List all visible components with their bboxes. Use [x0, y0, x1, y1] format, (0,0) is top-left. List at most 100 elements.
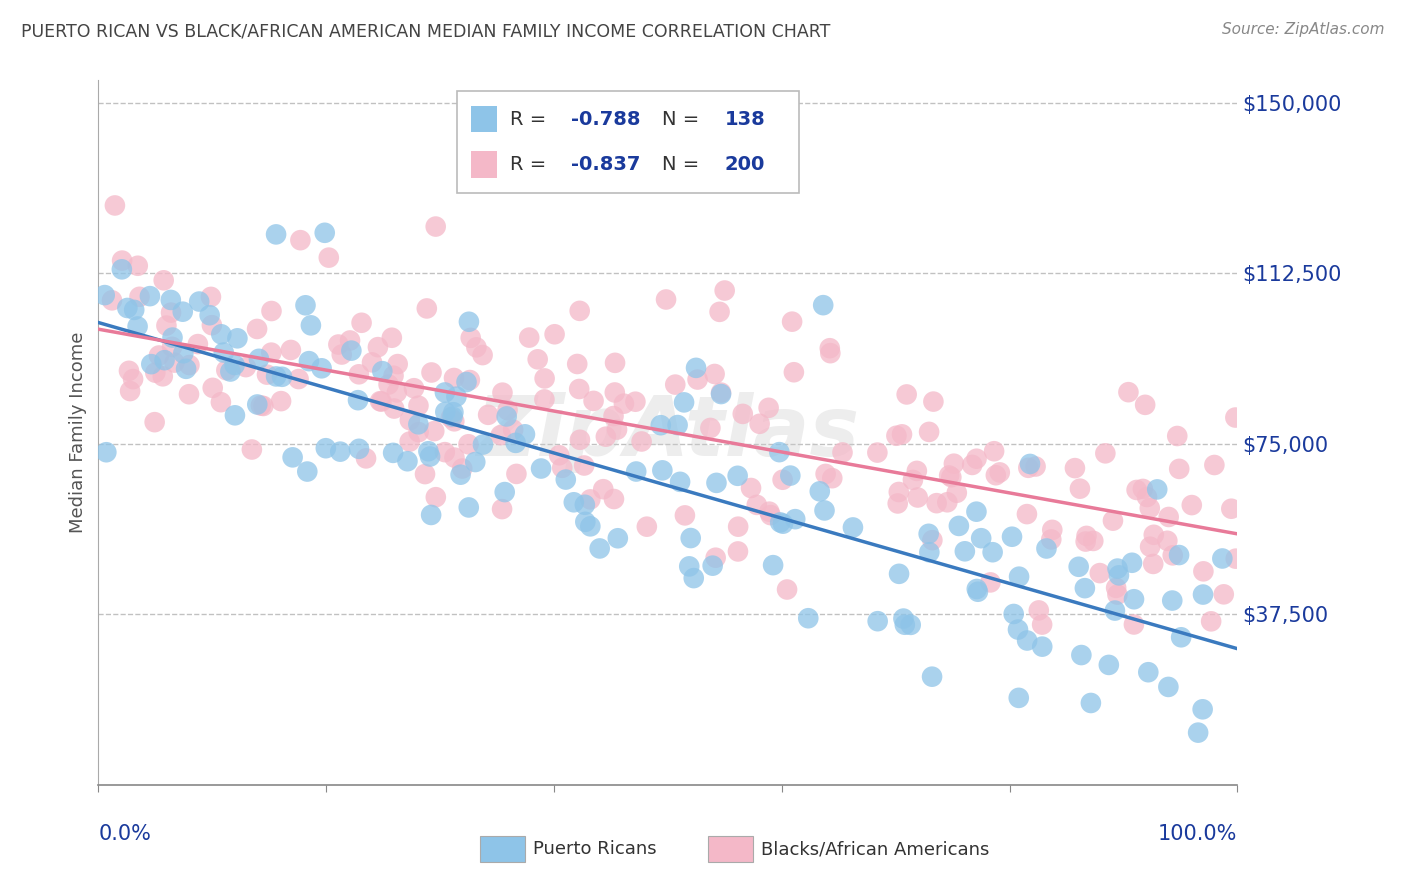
Point: [153, 353, 176, 368]
Point: [172, 304, 194, 318]
Point: [813, 503, 835, 517]
Point: [1181, 498, 1204, 512]
Point: [505, 467, 527, 481]
Point: [297, 465, 319, 479]
Point: [1105, 581, 1128, 595]
Point: [1157, 680, 1180, 694]
Point: [568, 382, 591, 396]
Point: [460, 331, 482, 345]
Text: -0.837: -0.837: [571, 155, 640, 174]
Point: [938, 468, 960, 483]
Point: [946, 485, 969, 500]
Point: [808, 484, 831, 499]
Point: [896, 387, 918, 401]
Point: [188, 294, 211, 309]
Point: [666, 418, 689, 433]
Point: [1121, 556, 1143, 570]
Point: [900, 618, 922, 632]
Point: [1098, 657, 1121, 672]
Point: [679, 531, 702, 545]
Point: [606, 531, 628, 545]
Point: [1225, 410, 1247, 425]
Point: [224, 409, 246, 423]
Point: [1123, 592, 1146, 607]
Point: [768, 445, 790, 459]
Point: [128, 290, 150, 304]
Point: [162, 330, 184, 344]
Point: [425, 219, 447, 234]
Point: [152, 369, 174, 384]
Point: [419, 450, 441, 464]
Point: [219, 364, 242, 378]
Point: [117, 301, 139, 315]
Point: [491, 502, 513, 516]
FancyBboxPatch shape: [457, 91, 799, 193]
Point: [966, 451, 988, 466]
Point: [921, 533, 943, 548]
Point: [177, 387, 200, 401]
Point: [318, 251, 340, 265]
Point: [382, 368, 405, 383]
Point: [1139, 540, 1161, 554]
Point: [235, 360, 257, 375]
Point: [942, 457, 965, 471]
Point: [772, 473, 794, 487]
Point: [886, 496, 908, 510]
Point: [264, 227, 287, 242]
Point: [408, 417, 430, 432]
Point: [966, 582, 988, 596]
Point: [408, 399, 430, 413]
Point: [329, 444, 352, 458]
Point: [907, 491, 929, 505]
Point: [247, 351, 270, 366]
Point: [118, 364, 141, 378]
Point: [887, 566, 910, 581]
Point: [385, 385, 408, 400]
Point: [603, 491, 626, 506]
Point: [592, 482, 614, 496]
Point: [603, 385, 626, 400]
Point: [918, 425, 941, 439]
Point: [1125, 483, 1147, 497]
Point: [280, 343, 302, 357]
Point: [396, 454, 419, 468]
Point: [1132, 482, 1154, 496]
Point: [579, 492, 602, 507]
Point: [441, 409, 464, 424]
Point: [979, 575, 1001, 590]
Point: [456, 375, 478, 389]
Point: [370, 394, 392, 409]
Point: [443, 450, 465, 465]
Text: PUERTO RICAN VS BLACK/AFRICAN AMERICAN MEDIAN FAMILY INCOME CORRELATION CHART: PUERTO RICAN VS BLACK/AFRICAN AMERICAN M…: [21, 22, 831, 40]
Point: [494, 485, 516, 500]
Point: [606, 423, 628, 437]
Point: [209, 395, 232, 409]
Point: [96, 445, 118, 459]
Point: [1102, 514, 1125, 528]
Point: [495, 409, 517, 424]
Point: [450, 467, 472, 482]
Text: -0.788: -0.788: [571, 110, 640, 128]
Point: [152, 273, 174, 287]
Point: [200, 290, 222, 304]
Text: Source: ZipAtlas.com: Source: ZipAtlas.com: [1222, 22, 1385, 37]
Point: [446, 390, 468, 404]
Point: [347, 393, 370, 408]
Point: [457, 437, 479, 451]
Point: [1017, 633, 1039, 648]
Point: [1069, 482, 1091, 496]
Point: [917, 526, 939, 541]
Point: [1104, 604, 1126, 618]
Point: [371, 364, 394, 378]
Point: [1157, 510, 1180, 524]
Text: 0.0%: 0.0%: [98, 823, 152, 844]
Point: [143, 366, 166, 380]
Point: [664, 377, 686, 392]
Point: [1083, 533, 1105, 548]
Point: [179, 358, 201, 372]
Point: [905, 464, 928, 478]
Point: [111, 253, 134, 268]
Point: [567, 357, 589, 371]
Point: [281, 450, 304, 465]
Point: [160, 305, 183, 319]
